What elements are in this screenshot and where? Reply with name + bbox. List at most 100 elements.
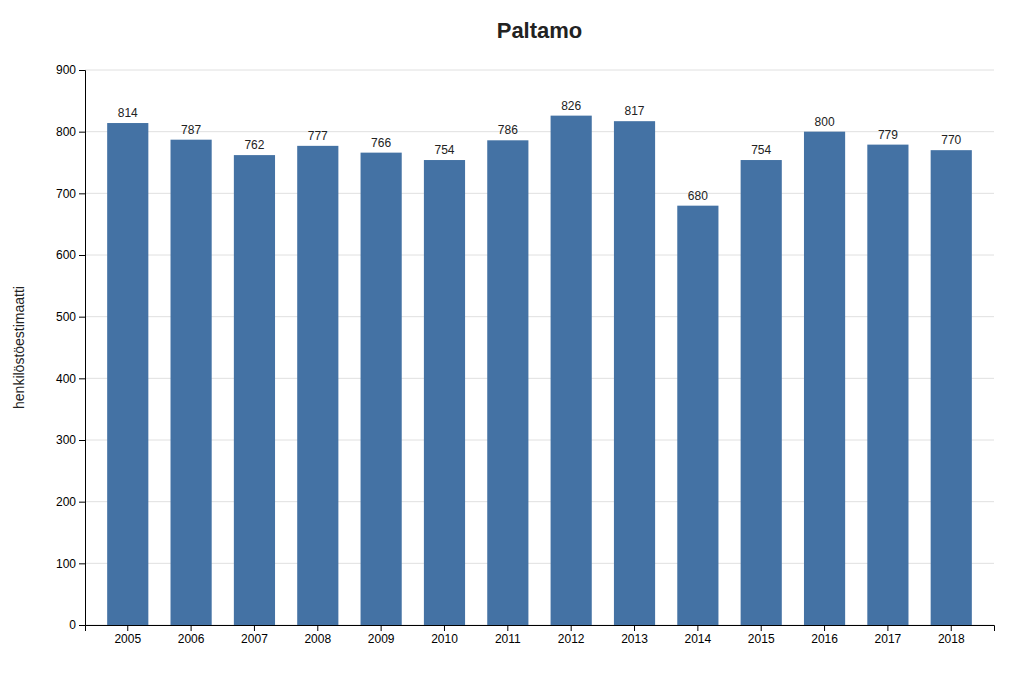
tick: 2008 — [304, 625, 331, 646]
tick-mark — [507, 625, 508, 631]
tick-label: 200 — [56, 495, 76, 509]
tick-label: 0 — [69, 618, 76, 632]
data-label: 814 — [118, 106, 138, 120]
tick: 200 — [56, 495, 85, 509]
tick-mark — [444, 625, 445, 631]
data-label: 754 — [434, 143, 454, 157]
tick-mark — [79, 255, 85, 256]
tick: 600 — [56, 248, 85, 262]
tick-label: 600 — [56, 248, 76, 262]
tick: 2010 — [431, 625, 458, 646]
bar — [487, 140, 528, 625]
bar — [931, 150, 972, 625]
y-axis-title: henkilöstöestimaatti — [11, 286, 27, 409]
tick-label: 2016 — [811, 632, 838, 646]
bar — [361, 153, 402, 625]
tick-label: 400 — [56, 372, 76, 386]
tick-mark — [127, 625, 128, 631]
grid-line — [85, 316, 994, 317]
tick: 2013 — [621, 625, 648, 646]
tick-label: 2011 — [495, 632, 521, 646]
tick-mark — [824, 625, 825, 631]
grid-line — [85, 440, 994, 441]
tick-label: 2013 — [621, 632, 648, 646]
grid-line — [85, 501, 994, 502]
tick-mark — [887, 625, 888, 631]
tick-mark — [79, 440, 85, 441]
bar — [867, 145, 908, 625]
data-label: 817 — [625, 104, 645, 118]
data-label: 777 — [308, 129, 328, 143]
tick-mark — [317, 625, 318, 631]
tick-mark — [951, 625, 952, 631]
tick-label: 2014 — [685, 632, 712, 646]
tick: 2006 — [178, 625, 205, 646]
data-label: 754 — [751, 143, 771, 157]
tick: 2009 — [368, 625, 395, 646]
data-label: 766 — [371, 136, 391, 150]
title: Paltamo — [497, 18, 583, 43]
tick: 2018 — [938, 625, 965, 646]
tick-mark — [79, 70, 85, 71]
tick-mark — [79, 132, 85, 133]
bar — [297, 146, 338, 625]
tick: 2011 — [495, 625, 521, 646]
data-label: 770 — [941, 133, 961, 147]
data-label: 800 — [815, 115, 835, 129]
data-label: 762 — [244, 138, 264, 152]
tick: 2005 — [114, 625, 141, 646]
data-label: 786 — [498, 123, 518, 137]
tick-mark — [79, 317, 85, 318]
tick-mark — [697, 625, 698, 631]
tick-label: 300 — [56, 433, 76, 447]
tick-mark — [571, 625, 572, 631]
data-label: 787 — [181, 123, 201, 137]
bar — [234, 155, 275, 625]
tick-label: 2010 — [431, 632, 458, 646]
tick: 2015 — [748, 625, 775, 646]
plot: 0100200300400500600700800900200520062007… — [56, 63, 995, 645]
tick-mark — [191, 625, 192, 631]
bar — [614, 121, 655, 625]
tick-label: 700 — [56, 187, 76, 201]
grid — [85, 70, 994, 625]
tick: 2017 — [875, 625, 902, 646]
bar — [171, 140, 212, 625]
grid-line — [85, 70, 994, 71]
tick: 2016 — [811, 625, 838, 646]
tick: 500 — [56, 310, 85, 324]
bar — [551, 116, 592, 625]
tick: 700 — [56, 187, 85, 201]
grid-line — [85, 193, 994, 194]
tick: 2012 — [558, 625, 585, 646]
tick-label: 2012 — [558, 632, 585, 646]
tick-mark — [634, 625, 635, 631]
tick-label: 2018 — [938, 632, 965, 646]
tick-mark — [381, 625, 382, 631]
tick-label: 900 — [56, 63, 76, 77]
bar — [804, 132, 845, 625]
data-label: 680 — [688, 189, 708, 203]
tick-mark — [79, 502, 85, 503]
axis-line — [86, 626, 995, 632]
tick-label: 500 — [56, 310, 76, 324]
data-label: 779 — [878, 128, 898, 142]
tick-mark — [79, 625, 85, 626]
bar — [741, 160, 782, 625]
tick: 2014 — [685, 625, 712, 646]
tick: 400 — [56, 372, 85, 386]
bars — [107, 116, 972, 625]
tick: 900 — [56, 63, 85, 77]
tick: 300 — [56, 433, 85, 447]
bar — [107, 123, 148, 625]
bar — [424, 160, 465, 625]
data-label: 826 — [561, 99, 581, 113]
x-axis: 2005200620072008200920102011201220132014… — [86, 625, 995, 646]
y-axis: 0100200300400500600700800900 — [56, 63, 86, 632]
tick-label: 100 — [56, 557, 76, 571]
tick-label: 2008 — [304, 632, 331, 646]
tick: 100 — [56, 557, 85, 571]
tick-mark — [254, 625, 255, 631]
tick-label: 2006 — [178, 632, 205, 646]
tick-label: 2015 — [748, 632, 775, 646]
